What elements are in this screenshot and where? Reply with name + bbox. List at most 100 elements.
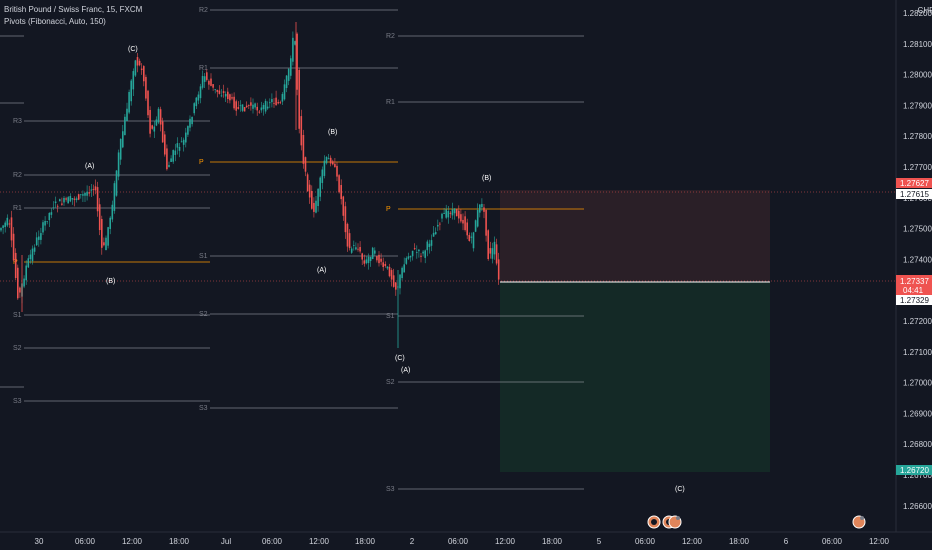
symbol-title[interactable]: British Pound / Swiss Franc, 15, FXCM <box>4 5 143 14</box>
price-tick-label: 1.28000 <box>903 71 932 80</box>
time-tick-label: Jul <box>221 537 231 546</box>
pivot-label: P <box>386 206 391 213</box>
candle-body <box>109 217 111 229</box>
last-price-tag <box>896 275 932 295</box>
candle-body <box>10 217 13 241</box>
candle-body <box>390 270 393 280</box>
candle-body <box>346 223 349 247</box>
candle-body <box>409 256 412 258</box>
candle-body <box>113 183 116 211</box>
pivot-label: S1 <box>199 253 208 260</box>
candle-body <box>294 41 296 45</box>
candle-body <box>229 94 231 101</box>
candlestick-series[interactable] <box>0 22 500 348</box>
candle-body <box>472 232 475 249</box>
price-axis[interactable]: 1.28200 1.28100 1.28000 1.27900 1.27800 1.277… <box>903 9 932 511</box>
candle-body <box>304 157 307 172</box>
price-tick-label: 1.27500 <box>903 225 932 234</box>
candle-body <box>195 97 198 107</box>
candle-body <box>2 225 4 228</box>
indicator-title[interactable]: Pivots (Fibonacci, Auto, 150) <box>4 17 106 26</box>
pivot-label: R1 <box>386 99 395 106</box>
candle-body <box>338 175 340 193</box>
price-tick-label: 1.27700 <box>903 163 932 172</box>
candle-body <box>132 71 135 90</box>
candle-body <box>491 248 494 259</box>
candle-body <box>145 76 147 99</box>
wave-label: (C) <box>395 355 405 362</box>
candle-body <box>105 237 107 251</box>
candle-body <box>380 258 382 262</box>
pivot-label: S2 <box>386 379 395 386</box>
time-tick-label: 18:00 <box>542 537 563 546</box>
candle-body <box>479 204 481 213</box>
candle-body <box>260 107 263 111</box>
candle-body <box>432 232 435 237</box>
candle-body <box>111 204 114 220</box>
wave-label: (B) <box>482 175 491 182</box>
candle-body <box>428 243 431 248</box>
candle-body <box>52 207 55 209</box>
candle-body <box>73 198 76 200</box>
candle-body <box>266 106 269 109</box>
candle-body <box>485 209 487 236</box>
candle-body <box>220 95 223 97</box>
candle-body <box>443 212 445 214</box>
candle-body <box>311 190 313 209</box>
candle-body <box>426 241 429 251</box>
candle-body <box>189 118 191 128</box>
candle-body <box>455 209 458 217</box>
candle-body <box>384 264 387 266</box>
take-profit-zone[interactable] <box>500 282 770 472</box>
candle-body <box>392 275 395 287</box>
candle-body <box>403 264 405 273</box>
event-icon[interactable] <box>647 515 661 529</box>
time-tick-label: 18:00 <box>355 537 376 546</box>
stop-loss-zone[interactable] <box>500 190 770 282</box>
candle-body <box>50 212 53 215</box>
price-tick-label: 1.26800 <box>903 440 932 449</box>
candle-body <box>287 68 290 81</box>
candle-body <box>315 200 317 213</box>
candle-body <box>413 248 416 250</box>
candle-body <box>378 254 380 264</box>
candle-body <box>468 234 471 241</box>
candle-body <box>495 244 498 264</box>
price-tick-label: 1.26600 <box>903 502 932 511</box>
candle-body <box>359 247 361 252</box>
resistance-price-text: 1.27615 <box>900 190 929 199</box>
candle-body <box>214 89 216 91</box>
candle-body <box>29 254 32 260</box>
bid-price-text: 1.27329 <box>900 296 929 305</box>
candle-body <box>262 104 265 110</box>
time-tick-label: 12:00 <box>495 537 516 546</box>
time-tick-label: 12:00 <box>309 537 330 546</box>
time-tick-label: 06:00 <box>822 537 843 546</box>
candle-body <box>161 121 164 143</box>
candle-body <box>67 197 69 204</box>
candle-body <box>466 222 468 236</box>
candle-body <box>401 267 403 279</box>
event-icon[interactable] <box>668 515 682 529</box>
candle-body <box>487 230 489 260</box>
candle-body <box>321 169 324 183</box>
resistance-price-tag <box>896 189 932 199</box>
candle-body <box>386 266 389 269</box>
candle-body <box>59 199 61 202</box>
candle-body <box>61 203 63 205</box>
time-tick-label: 06:00 <box>75 537 96 546</box>
candle-body <box>231 97 233 99</box>
candle-body <box>90 189 93 191</box>
time-axis[interactable]: 30 06:00 12:00 18:00 Jul 06:00 12:00 18:00 2 06:0… <box>35 537 890 546</box>
target-price-tag <box>896 465 932 475</box>
bid-price-tag <box>896 295 932 305</box>
event-icon[interactable] <box>852 515 866 529</box>
candle-body <box>357 248 359 250</box>
wave-label: (A) <box>317 267 326 274</box>
candle-body <box>329 157 332 164</box>
candle-body <box>306 174 309 192</box>
candle-body <box>245 105 248 108</box>
candle-body <box>25 265 27 281</box>
candle-body <box>336 165 338 177</box>
